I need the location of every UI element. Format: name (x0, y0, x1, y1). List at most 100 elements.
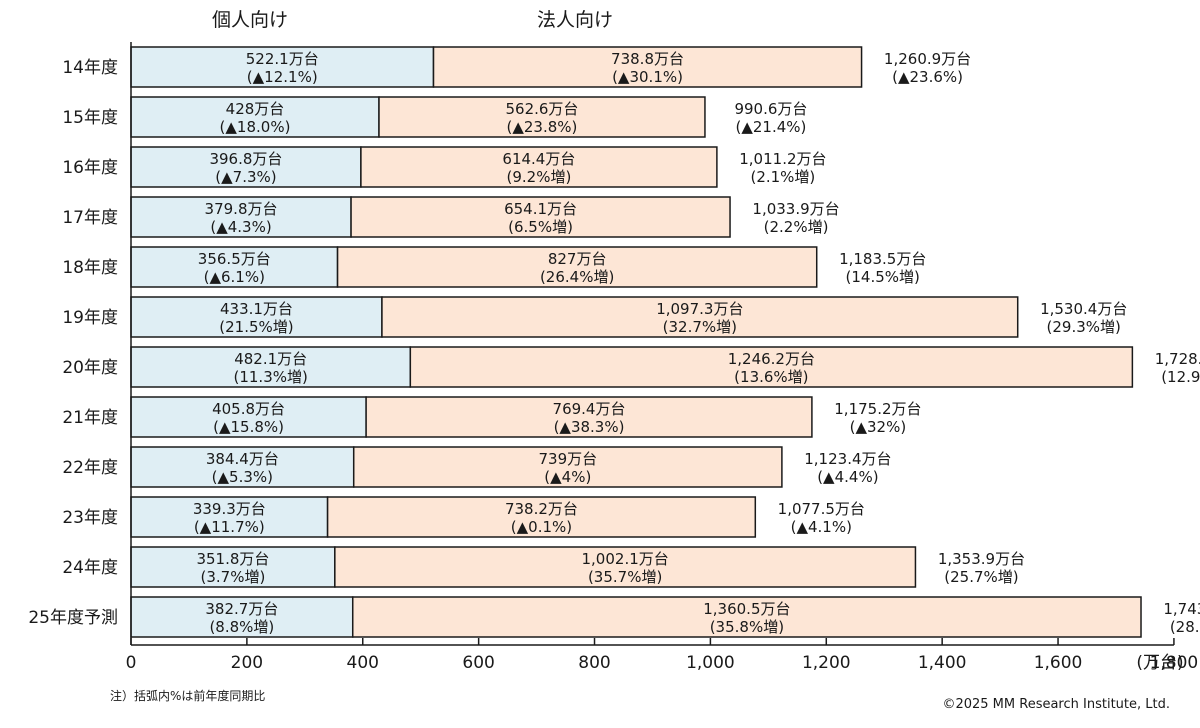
x-tick-label: 400 (347, 653, 379, 673)
category-label: 21年度 (62, 408, 118, 428)
total-value-label: 1,123.4万台 (804, 450, 891, 468)
bar-corporate (350, 196, 731, 238)
corporate-value-label: 738.2万台 (505, 500, 578, 518)
x-tick-label: 0 (126, 653, 137, 673)
bars-group (130, 46, 1142, 638)
series-headers: 個人向け 法人向け (212, 9, 613, 31)
x-tick-label: 1,400 (918, 653, 967, 673)
bar-corporate (351, 596, 1142, 638)
category-label: 16年度 (62, 158, 118, 178)
personal-value-label: 428万台 (226, 100, 285, 118)
total-change-label: (2.1%増) (750, 168, 815, 186)
bar-corporate (360, 146, 718, 188)
category-label: 20年度 (62, 358, 118, 378)
category-label: 22年度 (62, 458, 118, 478)
corporate-change-label: (9.2%増) (506, 168, 571, 186)
corporate-change-label: (13.6%増) (734, 368, 808, 386)
total-change-label: (25.7%増) (944, 568, 1018, 586)
x-tick-label: 1,600 (1034, 653, 1083, 673)
total-value-label: 1,175.2万台 (834, 400, 921, 418)
bar-personal (130, 546, 336, 588)
personal-value-label: 351.8万台 (196, 550, 269, 568)
bar-personal (130, 196, 352, 238)
total-value-label: 1,728.3万台 (1155, 350, 1200, 368)
bar-corporate (326, 496, 757, 538)
personal-change-label: (▲11.7%) (194, 518, 265, 536)
personal-value-label: 382.7万台 (205, 600, 278, 618)
x-tick-label: 200 (231, 653, 263, 673)
category-labels-group: 14年度 15年度 16年度 17年度 18年度 19年度 20年度 21年度 22年度 23年度… (28, 58, 118, 628)
corporate-value-label: 614.4万台 (502, 150, 575, 168)
total-value-label: 1,077.5万台 (778, 500, 865, 518)
bar-corporate (432, 46, 863, 88)
category-label: 14年度 (62, 58, 118, 78)
personal-change-label: (▲4.3%) (210, 218, 271, 236)
corporate-value-label: 562.6万台 (505, 100, 578, 118)
total-change-label: (12.9%増) (1161, 368, 1200, 386)
personal-value-label: 433.1万台 (220, 300, 293, 318)
x-tick-label: 1,200 (802, 653, 851, 673)
corporate-change-label: (▲30.1%) (612, 68, 683, 86)
personal-change-label: (▲5.3%) (212, 468, 273, 486)
total-value-label: 1,530.4万台 (1040, 300, 1127, 318)
corporate-value-label: 827万台 (548, 250, 607, 268)
total-change-label: (▲4.4%) (817, 468, 878, 486)
category-label: 24年度 (62, 558, 118, 578)
personal-change-label: (▲15.8%) (213, 418, 284, 436)
x-tick-label: 600 (462, 653, 494, 673)
corporate-change-label: (6.5%増) (508, 218, 573, 236)
personal-change-label: (▲18.0%) (220, 118, 291, 136)
category-label: 15年度 (62, 108, 118, 128)
personal-value-label: 405.8万台 (212, 400, 285, 418)
corporate-change-label: (▲23.8%) (507, 118, 578, 136)
corporate-change-label: (▲0.1%) (511, 518, 572, 536)
series-header-personal: 個人向け (212, 9, 288, 31)
total-change-label: (▲23.6%) (892, 68, 963, 86)
total-change-label: (29.3%増) (1047, 318, 1121, 336)
personal-change-label: (3.7%増) (201, 568, 266, 586)
bar-corporate (334, 546, 917, 588)
bar-corporate (352, 446, 783, 488)
bar-corporate (381, 296, 1019, 338)
bar-corporate (378, 96, 706, 138)
personal-change-label: (21.5%増) (219, 318, 293, 336)
category-label: 18年度 (62, 258, 118, 278)
corporate-value-label: 738.8万台 (611, 50, 684, 68)
personal-change-label: (8.8%増) (209, 618, 274, 636)
personal-value-label: 339.3万台 (193, 500, 266, 518)
bar-corporate (409, 346, 1134, 388)
total-change-label: (2.2%増) (764, 218, 829, 236)
total-change-label: (▲21.4%) (736, 118, 807, 136)
value-labels-group: 522.1万台(▲12.1%)738.8万台(▲30.1%)1,260.9万台(… (193, 50, 1200, 636)
corporate-change-label: (35.8%増) (710, 618, 784, 636)
bar-personal (130, 146, 362, 188)
total-value-label: 1,353.9万台 (938, 550, 1025, 568)
personal-change-label: (▲7.3%) (215, 168, 276, 186)
personal-value-label: 522.1万台 (246, 50, 319, 68)
corporate-change-label: (▲4%) (544, 468, 591, 486)
corporate-change-label: (35.7%増) (588, 568, 662, 586)
bar-personal (130, 96, 380, 138)
x-tick-label: 1,800 (1150, 653, 1199, 673)
x-tick-label: 800 (578, 653, 610, 673)
total-change-label: (▲4.1%) (791, 518, 852, 536)
personal-change-label: (▲12.1%) (247, 68, 318, 86)
x-tick-label: 1,000 (686, 653, 735, 673)
personal-change-label: (▲6.1%) (204, 268, 265, 286)
bar-personal (130, 46, 435, 88)
bar-personal (130, 496, 329, 538)
personal-value-label: 482.1万台 (234, 350, 307, 368)
category-label: 25年度予測 (28, 608, 118, 628)
total-value-label: 1,260.9万台 (884, 50, 971, 68)
total-change-label: (28.8%増) (1170, 618, 1200, 636)
footnote: 注）括弧内%は前年度同期比 (110, 688, 265, 703)
personal-value-label: 384.4万台 (206, 450, 279, 468)
category-label: 23年度 (62, 508, 118, 528)
x-axis: 0 200 400 600 800 1,000 1,200 1,400 1,600 1,800(万… (126, 42, 1199, 673)
personal-value-label: 379.8万台 (205, 200, 278, 218)
personal-value-label: 356.5万台 (198, 250, 271, 268)
bar-personal (130, 346, 412, 388)
total-change-label: (▲32%) (850, 418, 907, 436)
corporate-change-label: (26.4%増) (540, 268, 614, 286)
